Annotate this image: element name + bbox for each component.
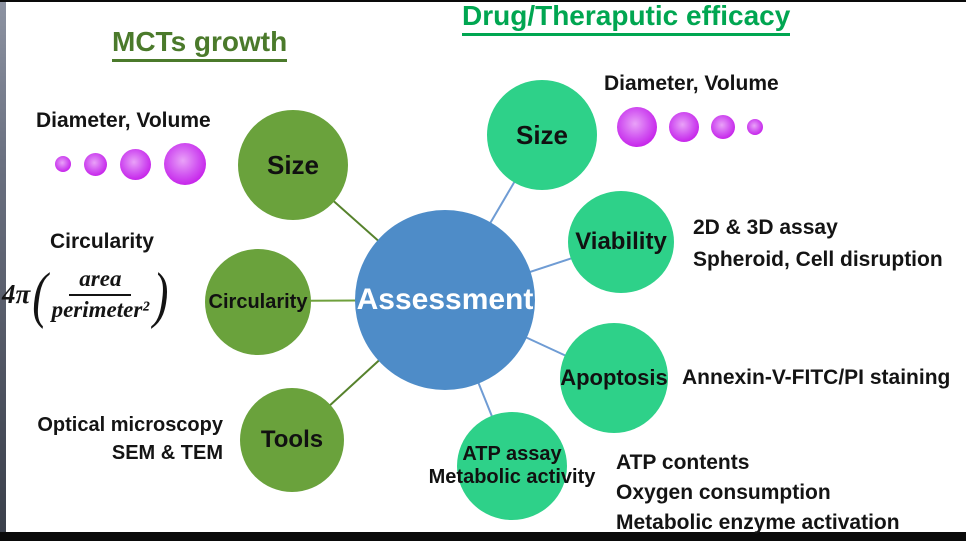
spheroid-dot [55,156,71,172]
spheroid-dot [84,152,107,176]
node-size-right: Size [487,80,597,190]
shrink-spheroid-dots [617,105,763,149]
formula-coefficient: 4π [2,279,31,309]
spheroid-dot [164,143,206,185]
node-tools: Tools [240,388,344,492]
formula-fraction: area perimeter² [52,266,150,323]
spheroid-dot [617,107,657,147]
atp-note-line: Oxygen consumption [616,481,831,504]
atp-note-line: Metabolic enzyme activation [616,511,900,534]
node-viability: Viability [568,191,674,293]
left-edge-strip [0,0,6,541]
top-edge-line [0,0,966,2]
spheroid-dot [747,119,763,135]
spheroid-dot [120,148,151,180]
node-size-left: Size [238,110,348,220]
right-section-title: Drug/Theraputic efficacy [462,0,791,36]
circularity-heading: Circularity [50,230,154,253]
formula-close-paren: ) [153,260,169,329]
node-assessment: Assessment [355,210,535,390]
formula-open-paren: ( [32,260,48,329]
tools-note-line: SEM & TEM [111,442,223,464]
viability-note-line: Spheroid, Cell disruption [693,248,943,271]
tools-note-line: Optical microscopy [37,414,223,436]
growth-spheroid-dots [55,142,206,186]
circularity-formula: 4π ( area perimeter² ) [2,260,169,329]
node-circularity: Circularity [205,249,311,355]
formula-denominator: perimeter² [51,297,150,322]
atp-node-line: Metabolic activity [428,466,596,488]
atp-node-label: ATP assay Metabolic activity [429,443,596,489]
viability-note-line: 2D & 3D assay [693,216,838,239]
atp-note-line: ATP contents [616,451,750,474]
left-diameter-volume-label: Diameter, Volume [36,109,211,132]
spheroid-dot [669,112,699,142]
node-atp-assay: ATP assay Metabolic activity [429,412,595,520]
bottom-edge-bar [0,532,966,541]
apoptosis-note: Annexin-V-FITC/PI staining [682,366,951,389]
left-section-title: MCTs growth [112,26,288,62]
viability-notes: 2D & 3D assay Spheroid, Cell disruption [693,212,943,276]
spheroid-dot [711,115,735,139]
right-diameter-volume-label: Diameter, Volume [604,72,779,95]
node-apoptosis: Apoptosis [560,323,668,433]
tools-notes: Optical microscopy SEM & TEM [8,411,223,467]
formula-numerator: area [69,266,132,296]
atp-node-line: ATP assay [462,443,562,465]
atp-notes: ATP contents Oxygen consumption Metaboli… [616,448,900,538]
